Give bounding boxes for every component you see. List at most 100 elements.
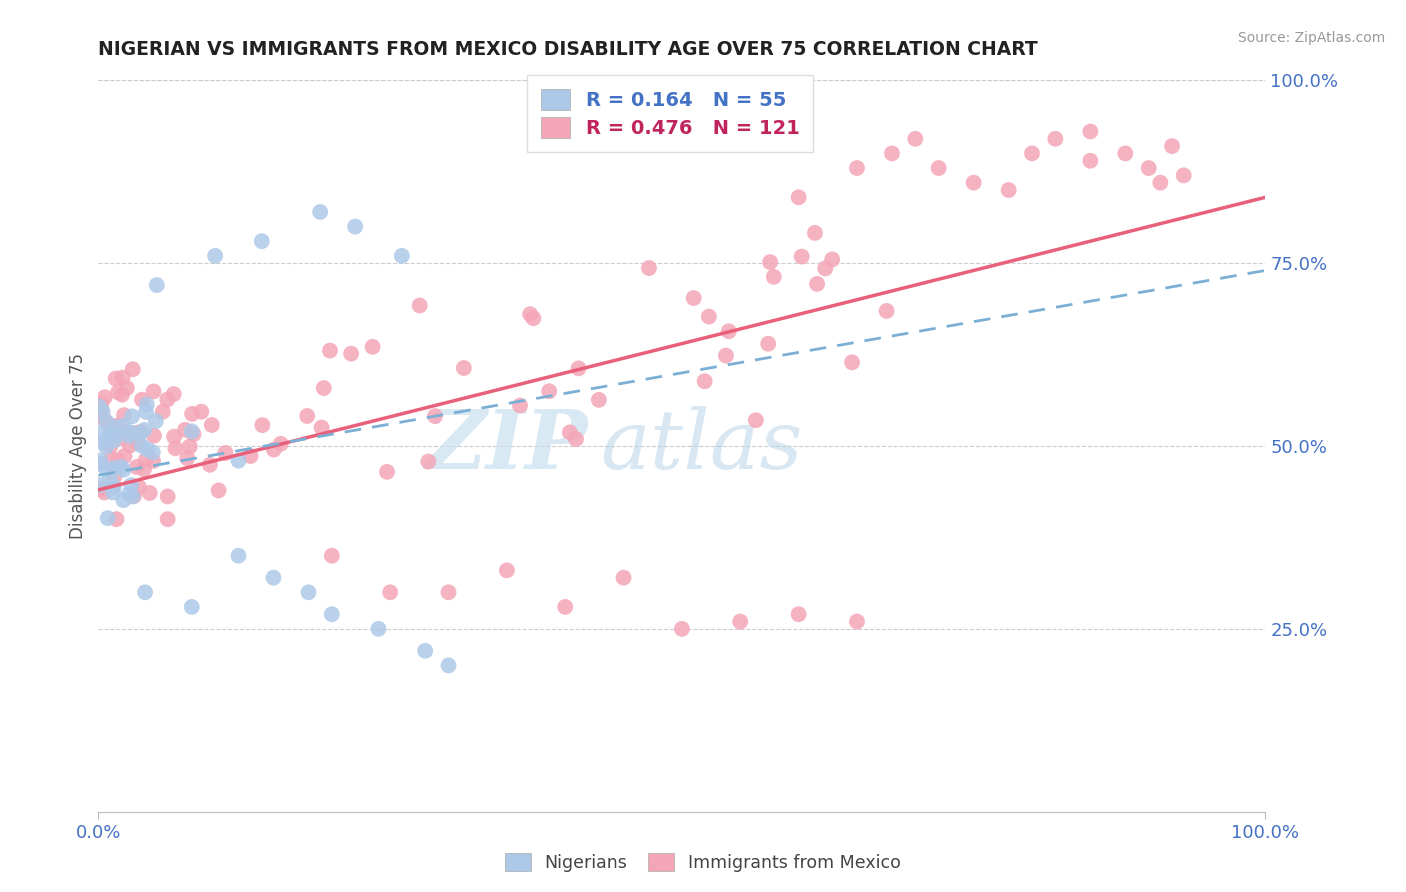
Point	[730, 615, 752, 629]
Point	[128, 480, 150, 494]
Point	[91, 435, 114, 450]
Point	[121, 362, 143, 376]
Point	[190, 405, 212, 419]
Point	[183, 427, 205, 442]
Point	[114, 449, 136, 463]
Point	[321, 549, 343, 563]
Point	[121, 426, 143, 441]
Point	[103, 434, 125, 448]
Point	[270, 437, 292, 451]
Point	[118, 487, 141, 501]
Point	[118, 439, 141, 453]
Point	[207, 483, 229, 498]
Point	[152, 405, 174, 419]
Point	[105, 512, 128, 526]
Point	[361, 340, 384, 354]
Point	[522, 311, 544, 326]
Point	[104, 469, 127, 483]
Point	[121, 409, 143, 424]
Point	[756, 336, 779, 351]
Point	[135, 397, 157, 411]
Point	[1080, 153, 1102, 168]
Point	[509, 399, 531, 413]
Point	[928, 161, 950, 175]
Point	[156, 392, 179, 407]
Point	[804, 226, 827, 240]
Point	[104, 428, 127, 442]
Point	[89, 457, 111, 471]
Point	[1173, 169, 1195, 183]
Point	[142, 384, 165, 399]
Point	[165, 442, 187, 456]
Point	[841, 355, 863, 369]
Point	[904, 132, 927, 146]
Point	[91, 405, 114, 419]
Point	[846, 615, 869, 629]
Point	[112, 463, 135, 477]
Point	[176, 451, 198, 466]
Point	[565, 432, 588, 446]
Point	[98, 470, 121, 484]
Point	[1137, 161, 1160, 175]
Point	[94, 390, 117, 404]
Point	[538, 384, 561, 399]
Point	[104, 371, 127, 385]
Point	[105, 418, 128, 433]
Point	[762, 269, 785, 284]
Point	[214, 446, 236, 460]
Point	[111, 370, 134, 384]
Point	[146, 278, 169, 293]
Point	[806, 277, 828, 291]
Point	[142, 454, 165, 468]
Point	[198, 458, 221, 472]
Point	[413, 644, 436, 658]
Point	[93, 412, 115, 426]
Point	[558, 425, 581, 440]
Point	[134, 423, 156, 437]
Point	[156, 512, 179, 526]
Point	[100, 439, 122, 453]
Point	[156, 490, 179, 504]
Point	[174, 423, 197, 437]
Point	[129, 425, 152, 439]
Point	[250, 234, 273, 248]
Point	[671, 622, 693, 636]
Point	[163, 430, 186, 444]
Point	[115, 381, 138, 395]
Point	[121, 425, 143, 440]
Point	[134, 585, 156, 599]
Point	[89, 478, 111, 492]
Point	[1114, 146, 1136, 161]
Point	[100, 451, 122, 466]
Point	[408, 298, 430, 312]
Point	[588, 392, 610, 407]
Point	[1045, 132, 1067, 146]
Point	[714, 349, 737, 363]
Point	[163, 387, 186, 401]
Point	[821, 252, 844, 267]
Point	[453, 361, 475, 376]
Point	[437, 658, 460, 673]
Point	[997, 183, 1019, 197]
Point	[114, 425, 136, 439]
Point	[138, 486, 160, 500]
Point	[101, 461, 124, 475]
Point	[98, 426, 121, 441]
Point	[128, 426, 150, 441]
Point	[89, 400, 111, 414]
Point	[228, 549, 250, 563]
Point	[103, 485, 125, 500]
Point	[496, 563, 519, 577]
Point	[876, 304, 898, 318]
Point	[638, 260, 661, 275]
Point	[418, 454, 440, 468]
Text: ZIP: ZIP	[426, 406, 589, 486]
Point	[262, 571, 284, 585]
Legend: Nigerians, Immigrants from Mexico: Nigerians, Immigrants from Mexico	[498, 847, 908, 879]
Point	[179, 440, 201, 454]
Point	[311, 420, 333, 434]
Point	[846, 161, 869, 175]
Point	[1021, 146, 1043, 161]
Legend: R = 0.164   N = 55, R = 0.476   N = 121: R = 0.164 N = 55, R = 0.476 N = 121	[527, 75, 813, 152]
Point	[136, 442, 159, 457]
